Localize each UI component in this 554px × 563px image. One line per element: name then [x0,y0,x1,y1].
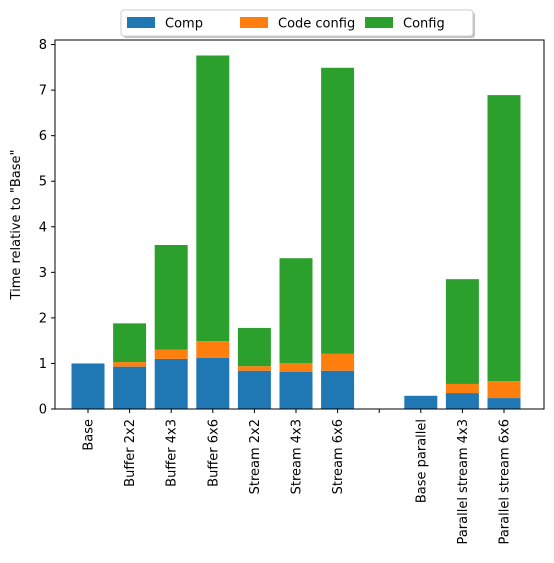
legend-label-code-config: Code config [278,17,355,32]
bar-config-1 [113,323,147,363]
bar-comp-9 [445,393,479,409]
x-tick-label: Stream 2x2 [248,419,263,494]
bar-config-10 [487,95,521,382]
bar-comp-5 [279,371,313,409]
legend-swatch-comp [127,17,155,28]
x-tick-label: Parallel stream 6x6 [498,419,513,544]
x-tick-label: Buffer 2x2 [123,419,138,487]
bar-code-config-3 [196,341,230,358]
x-tick-label: Stream 6x6 [331,419,346,494]
y-tick-label: 7 [39,84,47,99]
bar-comp-1 [113,366,147,409]
legend-label-config: Config [403,17,445,32]
x-tick-label: Parallel stream 4x3 [456,419,471,544]
legend-swatch-config [365,17,393,28]
bar-comp-4 [237,370,271,409]
bar-comp-3 [196,357,230,409]
legend-label-comp: Comp [165,17,203,32]
bar-code-config-5 [279,362,313,372]
y-tick-label: 2 [39,311,47,326]
bar-code-config-2 [154,349,188,359]
bar-config-9 [445,279,479,384]
y-tick-label: 5 [39,175,47,190]
bar-code-config-1 [113,362,147,367]
bar-comp-0 [71,363,105,409]
legend-swatch-code-config [240,17,268,28]
y-tick-label: 4 [39,220,47,235]
x-tick-label: Stream 4x3 [290,419,305,494]
bar-config-6 [321,67,355,354]
x-tick-label: Base parallel [414,419,429,503]
x-tick-label: Base [82,419,97,451]
y-tick-label: 8 [39,38,47,53]
bar-code-config-9 [445,383,479,394]
bar-comp-10 [487,398,521,409]
bar-comp-6 [321,370,355,409]
bar-code-config-10 [487,381,521,399]
bar-config-5 [279,258,313,363]
bar-config-2 [154,245,188,350]
axes-group: 0 1 2 3 4 5 6 7 8 Base Buffer 2x2 Buffer 4x3 Buffer … [39,38,545,544]
x-tick-label: Buffer 4x3 [165,419,180,487]
plot-frame [54,39,545,410]
y-axis-label: Time relative to "Base" [9,150,24,301]
y-tick-label: 0 [39,403,47,418]
bar-config-3 [196,55,230,342]
bar-code-config-6 [321,353,355,371]
y-tick-label: 3 [39,266,47,281]
x-tick-label: Buffer 6x6 [206,419,221,487]
legend-box [120,9,474,37]
legend: Comp Code config Config [120,9,475,38]
y-tick-label: 1 [39,357,47,372]
bar-comp-2 [154,358,188,409]
y-tick-label: 6 [39,129,47,144]
bar-code-config-4 [237,366,271,371]
bar-comp-8 [404,395,438,409]
bar-config-4 [237,327,271,367]
bars-group [71,55,521,409]
